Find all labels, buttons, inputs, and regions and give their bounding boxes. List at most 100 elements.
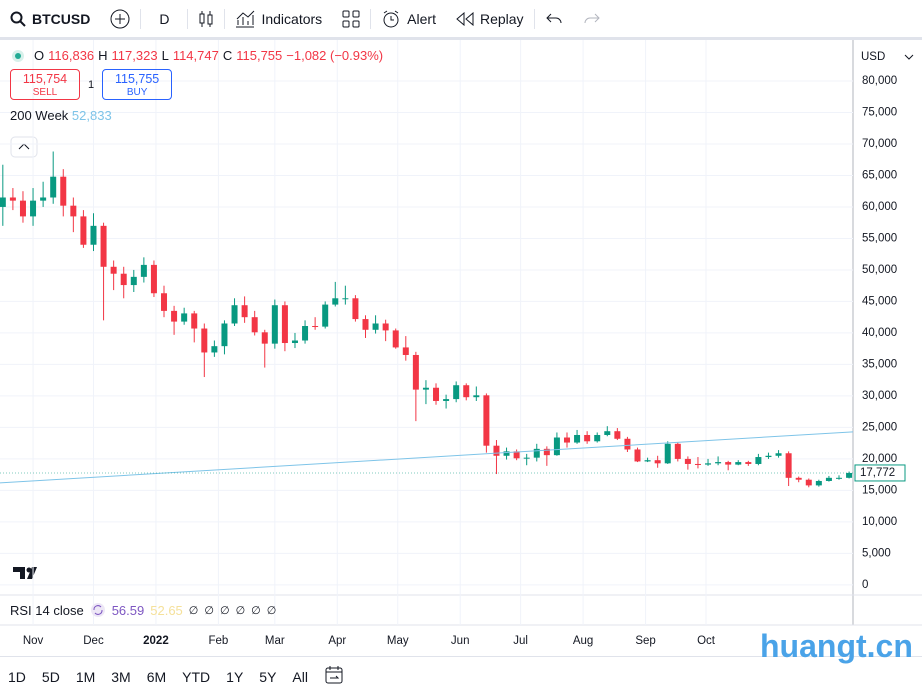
interval-button[interactable]: D bbox=[141, 0, 187, 37]
range-button[interactable]: All bbox=[292, 668, 308, 685]
candle-body bbox=[614, 431, 621, 439]
last-price-box bbox=[854, 464, 906, 482]
candle-body bbox=[594, 434, 601, 442]
candle-body bbox=[352, 298, 359, 320]
replay-label: Replay bbox=[479, 10, 524, 27]
buy-button[interactable]: 115,755 BUY bbox=[102, 69, 173, 100]
candle-body bbox=[342, 298, 349, 300]
candle-body bbox=[483, 395, 490, 446]
candle-body bbox=[322, 304, 329, 327]
sell-button[interactable]: 115,754 SELL bbox=[10, 69, 80, 100]
candle-body bbox=[846, 472, 853, 478]
ohlc-key: O bbox=[34, 48, 45, 63]
y-tick-label: 80,000 bbox=[862, 75, 897, 87]
x-tick-label: Sep bbox=[635, 635, 655, 647]
y-tick-label: 5,000 bbox=[862, 547, 891, 559]
currency-arrow[interactable] bbox=[904, 54, 914, 60]
currency[interactable]: USD bbox=[861, 51, 885, 63]
candle-body bbox=[725, 462, 732, 465]
x-tick-label: 2022 bbox=[143, 635, 169, 647]
redo-button[interactable] bbox=[573, 0, 611, 37]
range-button[interactable]: 3M bbox=[111, 668, 131, 685]
y-tick-label: 25,000 bbox=[862, 421, 897, 433]
ma-value: 52,833 bbox=[71, 108, 112, 123]
candle-body bbox=[664, 443, 671, 464]
symbol-search[interactable]: BTCUSD bbox=[0, 0, 100, 37]
candle-body bbox=[825, 477, 832, 481]
buy-label: BUY bbox=[126, 87, 148, 98]
replay-button[interactable]: Replay bbox=[446, 0, 534, 37]
y-tick-label: 65,000 bbox=[862, 169, 897, 181]
tv-logo bbox=[13, 567, 37, 579]
calendar-icon bbox=[325, 666, 343, 684]
alert-button[interactable]: Alert bbox=[371, 0, 446, 37]
candle-body bbox=[70, 205, 77, 217]
x-tick-label: Apr bbox=[328, 635, 346, 647]
ohlc-key: H bbox=[98, 48, 108, 63]
separator bbox=[187, 8, 189, 29]
candle-body bbox=[543, 448, 550, 456]
candle-body bbox=[775, 453, 782, 456]
alert-label: Alert bbox=[407, 10, 436, 27]
candle-body bbox=[815, 480, 822, 486]
candle-body bbox=[422, 387, 429, 390]
compare-button[interactable] bbox=[100, 0, 140, 37]
candle-body bbox=[161, 293, 168, 311]
sell-price: 115,754 bbox=[22, 72, 68, 86]
symbol: BTCUSD bbox=[32, 10, 91, 27]
range-button[interactable]: YTD bbox=[182, 668, 211, 685]
range-button[interactable]: 1M bbox=[75, 668, 96, 685]
range-button[interactable]: 1Y bbox=[226, 668, 244, 685]
x-tick-label: Aug bbox=[573, 635, 593, 647]
y-tick-label: 15,000 bbox=[862, 484, 897, 496]
candle-body bbox=[443, 399, 450, 401]
candle-body bbox=[433, 387, 440, 401]
candle-body bbox=[835, 477, 842, 479]
candle-body bbox=[211, 346, 218, 353]
candle-body bbox=[312, 326, 319, 328]
ohlc-change: −1,082 (−0.93%) bbox=[286, 48, 384, 63]
indicators-button[interactable]: Indicators bbox=[225, 0, 332, 37]
x-tick-label: Jul bbox=[513, 635, 528, 647]
y-tick-label: 50,000 bbox=[862, 264, 897, 276]
range-button[interactable]: 6M bbox=[146, 668, 167, 685]
candle-body bbox=[0, 197, 6, 207]
candle-body bbox=[705, 463, 712, 465]
redo-icon bbox=[584, 13, 600, 23]
candle-body bbox=[302, 326, 309, 341]
grid-icon bbox=[342, 10, 360, 27]
candle-body bbox=[584, 434, 591, 442]
candle-body bbox=[120, 273, 127, 286]
candle-body bbox=[9, 197, 16, 201]
rsi-legend: RSI 14 close 56.59 52.65 ∅ ∅ ∅ ∅ ∅ ∅ bbox=[10, 602, 276, 618]
undo-button[interactable] bbox=[535, 0, 573, 37]
candle-body bbox=[755, 457, 762, 464]
candle-body bbox=[473, 395, 480, 398]
ohlc-key: L bbox=[161, 48, 169, 63]
candle-icon bbox=[199, 10, 213, 27]
collapse-button[interactable] bbox=[10, 136, 38, 158]
separator bbox=[370, 8, 372, 29]
replay-range-icon[interactable] bbox=[316, 665, 352, 688]
rsi-label: RSI 14 close bbox=[10, 602, 84, 618]
candle-body bbox=[30, 200, 37, 217]
alert-icon bbox=[383, 10, 399, 27]
separator bbox=[224, 8, 226, 29]
range-button[interactable]: 1D bbox=[8, 668, 26, 685]
quantity: 1 bbox=[88, 78, 95, 91]
candle-body bbox=[493, 445, 500, 456]
candle-body bbox=[553, 437, 560, 456]
separator bbox=[533, 8, 535, 29]
candle-body bbox=[181, 313, 188, 322]
candle-body bbox=[50, 176, 57, 198]
range-button[interactable]: 5D bbox=[41, 668, 60, 685]
rsi-icon bbox=[90, 603, 105, 617]
ma-legend: 200 Week 52,833 bbox=[10, 108, 383, 123]
layouts-button[interactable] bbox=[332, 0, 370, 37]
range-button[interactable]: 5Y bbox=[259, 668, 277, 685]
candle-body bbox=[735, 462, 742, 465]
chart-type-button[interactable] bbox=[188, 0, 224, 37]
indicators-label: Indicators bbox=[261, 10, 323, 27]
